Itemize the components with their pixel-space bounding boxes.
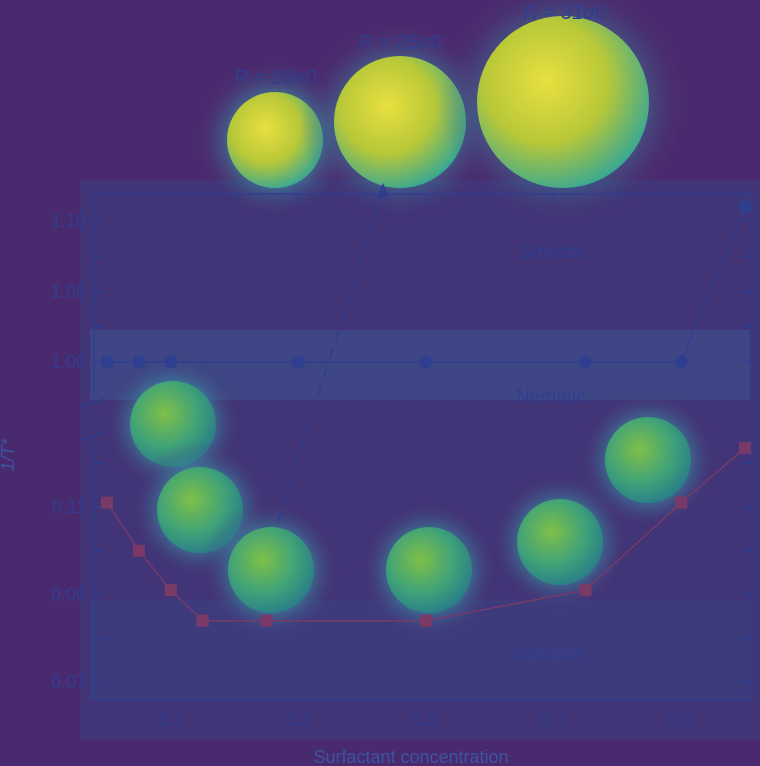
sphere-r25 [334, 56, 466, 188]
y-tick-label: 0.09 [51, 585, 86, 605]
square-point [101, 496, 113, 509]
square-point [675, 496, 688, 509]
axis-break-mark [81, 430, 107, 441]
y-tick-label: 0.11 [52, 497, 86, 517]
axes [81, 193, 753, 701]
sphere-small [228, 527, 314, 613]
x-tick-label: 0.9 [669, 710, 694, 730]
x-tick-label: 0.1 [158, 710, 183, 730]
x-tick-label: 0.5 [413, 710, 438, 730]
radius-label-r25: R = 25σ0 [359, 32, 442, 54]
x-tick-label: 0.3 [286, 710, 311, 730]
square-point [196, 614, 209, 627]
sphere-r31 [477, 16, 649, 188]
square-point [132, 544, 145, 557]
x-axis-label: Surfactant concentration [313, 747, 508, 766]
circle-point [291, 355, 305, 369]
square-point [260, 614, 273, 627]
square-point [420, 614, 432, 627]
ticks [94, 194, 752, 700]
dashed-arrow [277, 183, 389, 523]
tick-labels: 0.1 0.3 0.5 0.7 0.9 1.10 1.05 1.00 0.11 0.09 0.07 [51, 211, 694, 730]
circle-point [738, 200, 752, 214]
sphere-small [517, 499, 603, 585]
region-label-isotropic: Isotropic [513, 644, 585, 665]
square-point [579, 584, 592, 597]
region-label-nematic: Nematic [516, 387, 586, 408]
radius-label-r31: R = 31σ0 [524, 2, 607, 24]
sphere-r18 [227, 92, 323, 188]
axis-break-mark [81, 397, 107, 408]
square-point [164, 584, 177, 597]
circle-point [100, 355, 114, 369]
square-point [739, 441, 751, 454]
circle-point [419, 355, 433, 369]
y-tick-label: 0.07 [51, 672, 86, 692]
circle-point [132, 355, 146, 369]
circle-point [674, 355, 688, 369]
sphere-small [386, 527, 472, 613]
region-label-smectic: Smectic [519, 242, 587, 263]
series-marks [100, 200, 752, 627]
circle-point [164, 355, 178, 369]
y-tick-label: 1.05 [51, 282, 86, 302]
x-tick-label: 0.7 [541, 710, 566, 730]
circle-point [579, 355, 592, 369]
y-axis-label: 1/T* [0, 438, 18, 472]
sphere-illustrations [103, 0, 718, 640]
y-tick-label: 1.00 [51, 352, 86, 372]
radius-label-r18: R = 18σ0 [234, 67, 317, 89]
y-tick-label: 1.10 [51, 211, 86, 231]
sphere-small [605, 417, 691, 503]
